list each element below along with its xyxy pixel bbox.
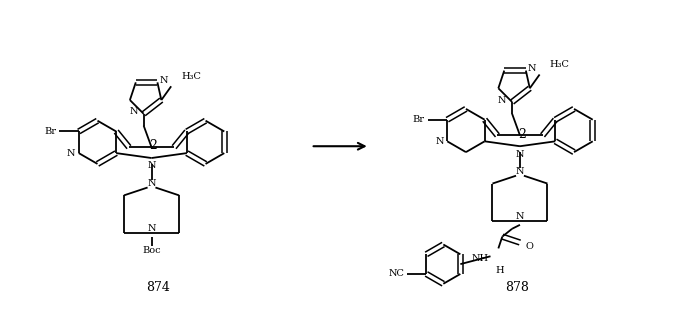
Text: Br: Br <box>412 115 424 124</box>
Text: N: N <box>498 95 506 105</box>
Text: N: N <box>66 149 75 158</box>
Text: NH: NH <box>471 254 489 263</box>
Text: H₃C: H₃C <box>549 60 569 69</box>
Text: N: N <box>516 149 524 159</box>
Text: O: O <box>526 242 534 251</box>
Text: Br: Br <box>44 127 56 136</box>
Text: N: N <box>129 107 138 116</box>
Text: 874: 874 <box>147 281 171 294</box>
Text: N: N <box>147 161 156 170</box>
Text: H: H <box>495 266 504 274</box>
Text: N: N <box>159 76 168 85</box>
Text: N: N <box>435 137 444 146</box>
Text: 2: 2 <box>150 140 157 152</box>
Text: 2: 2 <box>518 128 526 141</box>
Text: N: N <box>516 167 524 176</box>
Text: N: N <box>147 224 156 233</box>
Text: 878: 878 <box>505 281 529 294</box>
Text: NC: NC <box>389 269 405 279</box>
Text: N: N <box>528 64 536 73</box>
Text: N: N <box>147 179 156 188</box>
Text: H₃C: H₃C <box>181 72 201 81</box>
Text: Boc: Boc <box>142 246 161 255</box>
Text: N: N <box>516 212 524 221</box>
